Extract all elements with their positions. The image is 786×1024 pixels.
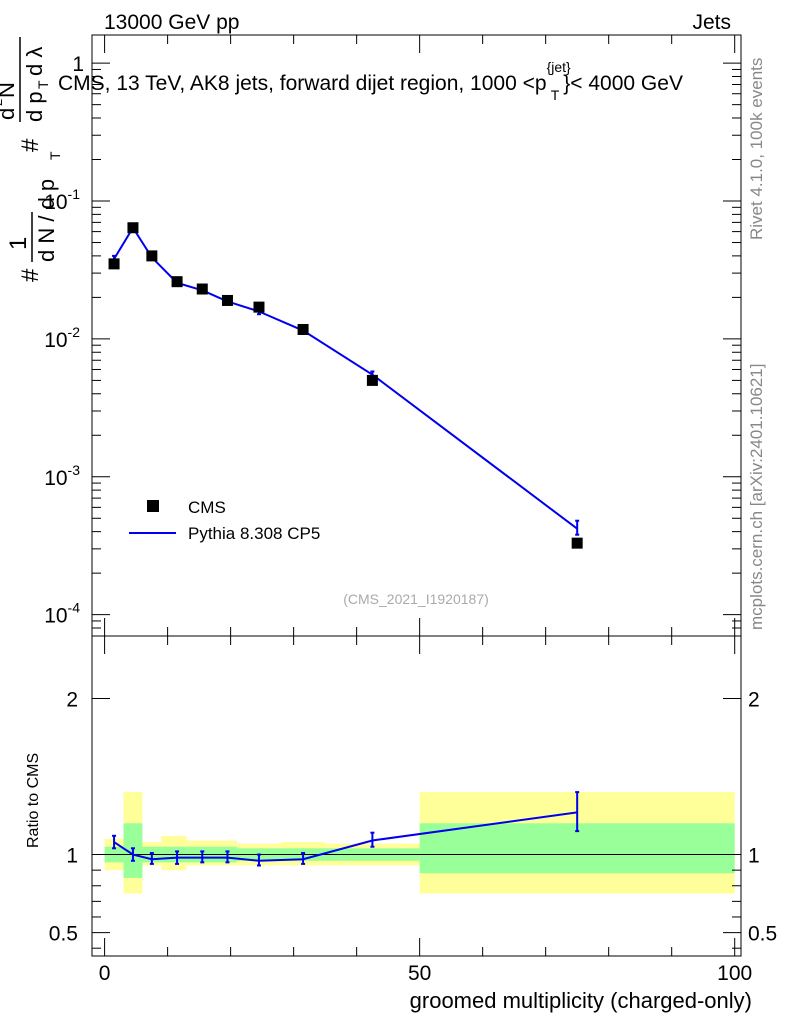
mc-series — [112, 224, 580, 536]
cms-data-point — [366, 374, 378, 386]
legend-cms-label: CMS — [188, 498, 226, 517]
ylabel-sub-T-1: T — [47, 151, 63, 160]
cms-data-point — [127, 222, 139, 234]
x-axis-title: groomed multiplicity (charged-only) — [410, 988, 752, 1013]
cms-data-point — [196, 283, 208, 295]
header-left: 13000 GeV pp — [104, 11, 239, 34]
ratio-axis-ticks — [92, 636, 741, 956]
ratio-x-tick-labels: 0 50 100 — [99, 962, 752, 985]
cms-data-point — [108, 258, 120, 270]
legend-cms-marker — [147, 500, 159, 512]
cms-data-point — [221, 294, 233, 306]
main-y-tick-labels: 10-4 10-3 10-2 10-1 1 — [44, 53, 84, 627]
main-plot-frame — [91, 34, 742, 637]
ratio-y-tick-label-right: 2 — [748, 688, 760, 711]
main-y-tick-label: 10-3 — [44, 462, 80, 490]
x-tick-label: 0 — [99, 962, 111, 985]
ratio-y-tick-label: 1 — [66, 845, 78, 868]
cms-data-point — [146, 250, 158, 262]
ylabel-sup-2: 2 — [0, 99, 5, 106]
ratio-mc-line — [113, 811, 578, 862]
cms-data-point — [571, 537, 583, 549]
ylabel-sub-T-2: T — [35, 80, 51, 89]
main-y-tick-label: 10-4 — [44, 600, 80, 628]
analysis-watermark: (CMS_2021_I1920187) — [343, 591, 489, 607]
cms-data-series — [108, 222, 583, 549]
x-tick-label: 100 — [717, 962, 752, 985]
ylabel-d: d — [0, 108, 19, 120]
ylabel-dlambda: d λ — [22, 47, 47, 76]
ratio-mc-series — [112, 791, 580, 867]
ylabel-hash-1: # — [17, 268, 44, 282]
ratio-y-axis-title: Ratio to CMS — [25, 753, 42, 848]
ylabel-dp: d p — [22, 91, 47, 122]
main-y-axis-title: # 1 d N / d p T # d 2 N d p T d λ — [0, 37, 63, 282]
ratio-y-tick-label: 0.5 — [49, 923, 78, 946]
ylabel-dN-dpT: d N / d p — [34, 179, 59, 262]
ratio-y-tick-label-right: 1 — [748, 845, 760, 868]
header-right: Jets — [692, 11, 731, 34]
cms-data-point — [297, 323, 309, 335]
rivet-label: Rivet 4.1.0, 100k events — [747, 58, 766, 240]
cms-data-point — [171, 276, 183, 288]
ratio-plot-frame — [91, 635, 742, 957]
main-y-tick-label: 1 — [72, 53, 84, 76]
ratio-y-tick-label-right: 0.5 — [748, 923, 777, 946]
ylabel-N: N — [0, 82, 19, 98]
mc-line — [113, 225, 578, 530]
plot-title: CMS, 13 TeV, AK8 jets, forward dijet reg… — [58, 59, 683, 103]
plot-title-sub: T — [551, 87, 560, 103]
ylabel-hash-2: # — [17, 138, 44, 152]
main-y-tick-label: 10-2 — [44, 324, 80, 352]
main-axis-ticks — [92, 35, 741, 637]
ratio-uncertainty-bands — [92, 792, 741, 894]
mcplots-label: mcplots.cern.ch [arXiv:2401.10621] — [747, 364, 766, 630]
cms-data-point — [253, 301, 265, 313]
ratio-y-tick-labels: 0.5 0.5 1 1 2 2 — [49, 688, 777, 945]
x-tick-label: 50 — [408, 962, 431, 985]
plot-title-sup: {jet} — [547, 59, 571, 75]
main-y-tick-label: 10-1 — [44, 186, 80, 214]
plot-title-main: CMS, 13 TeV, AK8 jets, forward dijet reg… — [58, 72, 547, 95]
plot-title-end: }< 4000 GeV — [563, 72, 683, 95]
ratio-y-tick-label: 2 — [66, 688, 78, 711]
legend-mc-label: Pythia 8.308 CP5 — [188, 524, 320, 543]
ylabel-one: 1 — [5, 237, 32, 250]
